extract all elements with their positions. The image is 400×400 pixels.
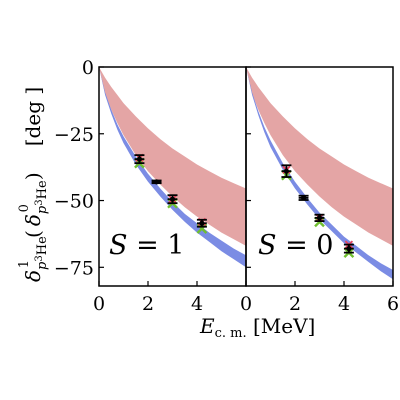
blue-band (99, 67, 246, 268)
panel-label-s1: S = 1 (109, 230, 184, 261)
data-point (151, 179, 162, 185)
svg-text:δp3He1(δp3He0)[deg ]: δp3He1(δp3He0)[deg ] (17, 87, 50, 282)
panel-s1 (99, 67, 246, 268)
data-point (314, 213, 325, 223)
data-point (196, 218, 207, 228)
data-point (298, 194, 309, 201)
data-point (281, 164, 292, 178)
red-band (99, 67, 246, 246)
axis-ticks: 0 2 4 0 −25 −50 −75 0 2 4 6 (54, 57, 399, 315)
x-tick-label: 2 (142, 293, 154, 315)
x-axis-title: Ec. m. [MeV] (199, 314, 315, 341)
x-tick-label: 0 (240, 293, 252, 315)
x-tick-label: 4 (191, 293, 203, 315)
y-tick-label: −25 (54, 124, 94, 146)
data-point (167, 194, 178, 205)
x-tick-label: 0 (93, 293, 105, 315)
y-axis-title: δp3He1(δp3He0)[deg ] (17, 87, 50, 282)
x-tick-label: 2 (289, 293, 301, 315)
y-tick-label: −75 (54, 257, 94, 279)
data-point (134, 154, 145, 165)
x-tick-label: 4 (338, 293, 350, 315)
red-band (246, 67, 393, 246)
panel-frame-right (245, 66, 394, 287)
x-tick-label: 6 (387, 293, 399, 315)
data-point (343, 243, 354, 254)
y-tick-label: 0 (82, 57, 94, 79)
panel-s0 (246, 67, 393, 280)
panel-label-s0: S = 0 (258, 230, 333, 261)
y-tick-label: −50 (54, 191, 94, 213)
